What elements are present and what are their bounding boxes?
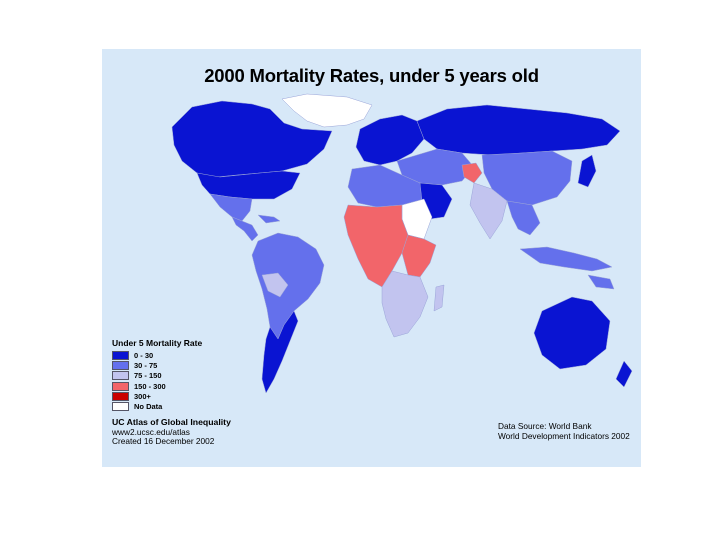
- legend-swatch: [112, 402, 129, 412]
- region-afghanistan: [461, 162, 483, 184]
- region-china: [481, 150, 573, 206]
- legend-item-no-data: No Data: [112, 401, 202, 412]
- legend-item-150-300: 150 - 300: [112, 381, 202, 391]
- legend-swatch: [112, 371, 129, 381]
- legend-label: 300+: [134, 391, 151, 401]
- region-greenland: [281, 93, 373, 128]
- legend-title: Under 5 Mortality Rate: [112, 338, 203, 348]
- legend-label: 150 - 300: [134, 381, 166, 391]
- region-central-america: [231, 216, 259, 242]
- region-papua: [587, 274, 615, 290]
- credit-url: www2.ucsc.edu/atlas: [112, 426, 190, 437]
- region-east-africa: [401, 234, 437, 278]
- legend: Under 5 Mortality Rate 0 - 30 30 - 75 75…: [112, 338, 202, 412]
- source-line-2: World Development Indicators 2002: [498, 430, 630, 441]
- legend-label: 75 - 150: [134, 371, 162, 381]
- legend-item-300-plus: 300+: [112, 391, 202, 401]
- map-title: 2000 Mortality Rates, under 5 years old: [204, 65, 539, 86]
- region-bolivia: [261, 272, 289, 298]
- region-madagascar: [433, 284, 445, 312]
- region-mexico: [209, 193, 253, 222]
- region-caribbean: [257, 214, 281, 224]
- legend-label: 0 - 30: [134, 350, 154, 360]
- region-southeast-asia: [506, 200, 541, 236]
- legend-swatch: [112, 381, 129, 391]
- region-new-zealand: [615, 360, 633, 388]
- credit-block: UC Atlas of Global Inequality www2.ucsc.…: [112, 417, 231, 447]
- source-block: Data Source: World Bank World Developmen…: [498, 421, 630, 441]
- region-europe: [355, 114, 425, 166]
- region-australia: [533, 296, 611, 370]
- region-southern-cone: [261, 310, 299, 394]
- region-usa: [196, 170, 301, 200]
- region-southern-africa: [381, 270, 429, 338]
- legend-item-0-30: 0 - 30: [112, 350, 202, 360]
- legend-item-75-150: 75 - 150: [112, 371, 202, 381]
- legend-item-30-75: 30 - 75: [112, 360, 202, 370]
- region-russia: [416, 104, 621, 156]
- region-indonesia: [519, 246, 613, 272]
- legend-label: 30 - 75: [134, 360, 158, 370]
- legend-swatch: [112, 360, 129, 370]
- source-line-1: Data Source: World Bank: [498, 421, 592, 431]
- world-map: [171, 93, 633, 394]
- region-japan: [577, 154, 597, 188]
- legend-swatch: [112, 350, 129, 360]
- legend-label: No Data: [134, 402, 163, 412]
- legend-swatch: [112, 391, 129, 401]
- credit-org: UC Atlas of Global Inequality: [112, 417, 231, 427]
- region-canada: [171, 100, 333, 178]
- region-india: [469, 182, 508, 240]
- map-panel: 2000 Mortality Rates, under 5 years old …: [102, 49, 641, 467]
- credit-date: Created 16 December 2002: [112, 436, 215, 446]
